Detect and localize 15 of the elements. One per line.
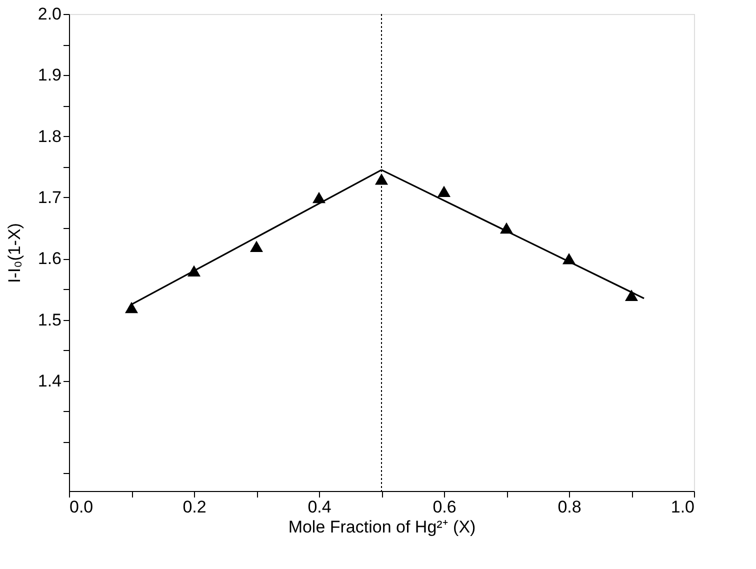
y-tick-label: 1.4 bbox=[38, 371, 62, 390]
y-tick-label: 1.9 bbox=[38, 66, 62, 85]
y-tick-label: 1.8 bbox=[38, 126, 62, 146]
y-axis-title: I-I₀(1-X) bbox=[4, 223, 24, 283]
x-tick-label: 1.0 bbox=[670, 498, 694, 516]
y-tick-label: 1.5 bbox=[38, 310, 62, 330]
y-tick-label: 1.6 bbox=[38, 249, 62, 268]
x-tick-label: 0.6 bbox=[432, 498, 456, 516]
x-tick-label: 0.8 bbox=[558, 498, 582, 516]
x-axis-title: Mole Fraction of Hg²⁺ (X) bbox=[288, 518, 476, 536]
x-tick-label: 0.2 bbox=[182, 498, 206, 516]
y-tick-label: 1.7 bbox=[38, 188, 62, 207]
y-tick-label: 2.0 bbox=[38, 4, 62, 24]
x-tick-label: 0.0 bbox=[70, 498, 94, 516]
x-tick-label: 0.4 bbox=[308, 498, 332, 516]
